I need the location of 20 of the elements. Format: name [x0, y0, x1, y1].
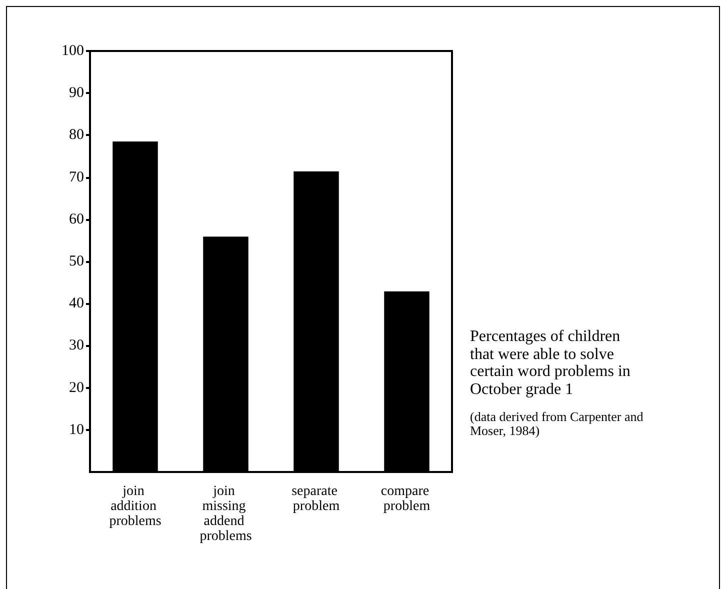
y-tick-label: 60 [69, 211, 84, 228]
y-tick-label: 30 [69, 338, 84, 354]
x-tick-label: compare problem [380, 484, 433, 514]
y-tick-label: 50 [69, 254, 84, 270]
bar [112, 142, 158, 472]
x-tick-label: join addition problems [109, 484, 162, 529]
y-tick-label: 10 [69, 422, 84, 438]
bar [294, 171, 339, 472]
y-tick-label: 90 [69, 85, 84, 102]
bar [203, 236, 248, 472]
text: Percentages of children that were able to solve certain word problems in October grade 1 [470, 328, 632, 398]
x-tick-label: separate problem [292, 484, 341, 514]
y-tick-label: 80 [69, 127, 84, 144]
y-tick-label: 70 [69, 169, 84, 186]
y-tick-label: 20 [69, 380, 84, 396]
bar [384, 291, 430, 472]
x-tick-label: join missing addend problems [200, 484, 252, 544]
y-tick-label: 100 [62, 43, 84, 59]
text: (data derived from Carpenter and Moser, 1984) [470, 409, 644, 439]
y-tick-label: 40 [69, 296, 84, 312]
